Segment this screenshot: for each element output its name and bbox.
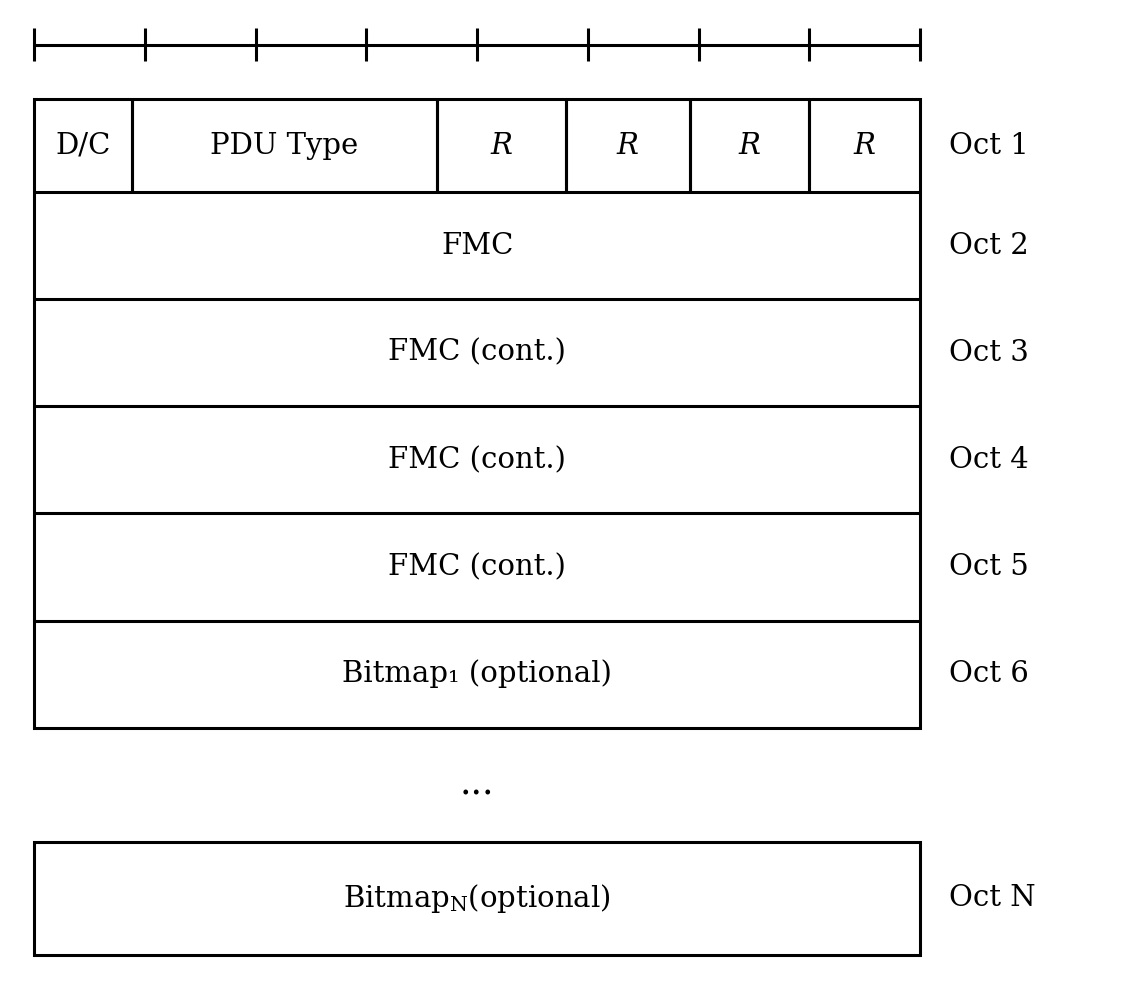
Text: R: R <box>617 132 638 159</box>
Text: FMC (cont.): FMC (cont.) <box>389 446 566 474</box>
Text: Bitmap$_\mathregular{N}$(optional): Bitmap$_\mathregular{N}$(optional) <box>343 882 611 915</box>
Bar <box>34 842 920 955</box>
Text: FMC (cont.): FMC (cont.) <box>389 339 566 366</box>
Text: Oct 4: Oct 4 <box>949 446 1028 474</box>
Text: Oct 1: Oct 1 <box>949 132 1028 159</box>
Text: Oct 3: Oct 3 <box>949 339 1028 366</box>
Text: Bitmap₁ (optional): Bitmap₁ (optional) <box>342 659 612 688</box>
Text: ...: ... <box>460 767 494 802</box>
Text: Oct N: Oct N <box>949 884 1035 913</box>
Text: FMC (cont.): FMC (cont.) <box>389 553 566 581</box>
Text: D/C: D/C <box>56 132 110 159</box>
Text: PDU Type: PDU Type <box>210 132 359 159</box>
Text: R: R <box>491 132 512 159</box>
Text: Oct 6: Oct 6 <box>949 660 1028 688</box>
Text: Oct 2: Oct 2 <box>949 232 1028 259</box>
Text: FMC: FMC <box>441 232 513 259</box>
Text: R: R <box>854 132 876 159</box>
Text: Oct 5: Oct 5 <box>949 553 1028 581</box>
Bar <box>34 99 920 728</box>
Text: R: R <box>738 132 760 159</box>
